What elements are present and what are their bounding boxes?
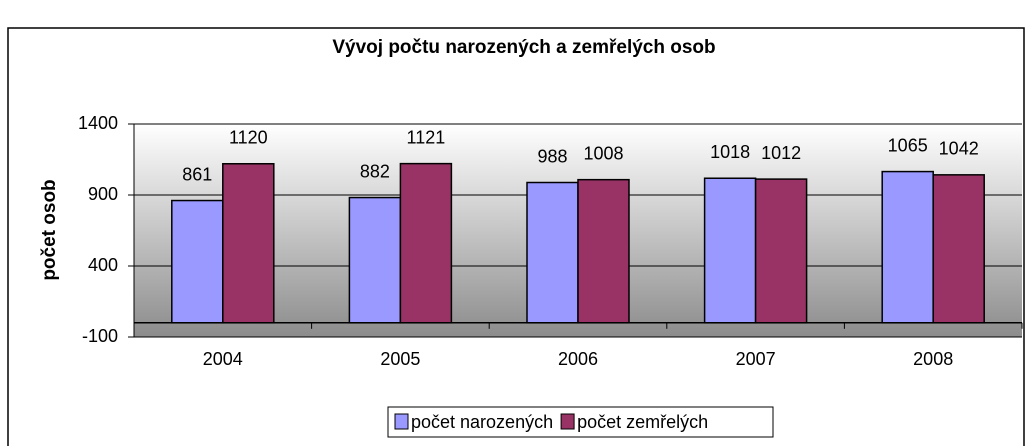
y-axis-label: počet osob xyxy=(39,179,60,280)
bar xyxy=(222,163,275,324)
x-tick-label: 2005 xyxy=(380,349,420,369)
bar xyxy=(577,178,630,324)
y-tick-label: 400 xyxy=(88,255,118,275)
value-label: 1120 xyxy=(229,128,268,148)
legend-swatch xyxy=(560,413,575,430)
bar xyxy=(526,181,579,324)
value-label: 882 xyxy=(360,161,390,181)
bar xyxy=(348,196,402,324)
y-tick-label: 1400 xyxy=(78,113,118,133)
bar xyxy=(171,199,224,324)
value-label: 861 xyxy=(182,164,212,184)
value-label: 1008 xyxy=(583,143,623,163)
value-label: 1042 xyxy=(939,139,979,159)
x-tick-label: 2008 xyxy=(913,349,953,369)
value-label: 1018 xyxy=(710,142,750,162)
value-label: 1121 xyxy=(407,127,446,147)
value-label: 1065 xyxy=(888,135,928,155)
x-tick-label: 2004 xyxy=(203,349,243,369)
x-tick-label: 2006 xyxy=(558,349,598,369)
bar xyxy=(399,162,453,324)
legend-swatch xyxy=(394,413,409,430)
y-tick-label: 900 xyxy=(88,184,118,204)
legend-label: počet narozených xyxy=(411,412,553,432)
x-tick-label: 2007 xyxy=(736,349,776,369)
y-tick-label: -100 xyxy=(82,326,118,346)
value-label: 1012 xyxy=(761,143,801,163)
bar xyxy=(932,174,985,324)
legend-box xyxy=(387,406,774,438)
bar xyxy=(881,170,934,324)
bar xyxy=(754,178,808,324)
legend-label: počet zemřelých xyxy=(577,412,708,432)
value-label: 988 xyxy=(537,146,567,166)
chart-title: Vývoj počtu narozených a zemřelých osob xyxy=(332,37,715,58)
bar xyxy=(703,177,757,324)
